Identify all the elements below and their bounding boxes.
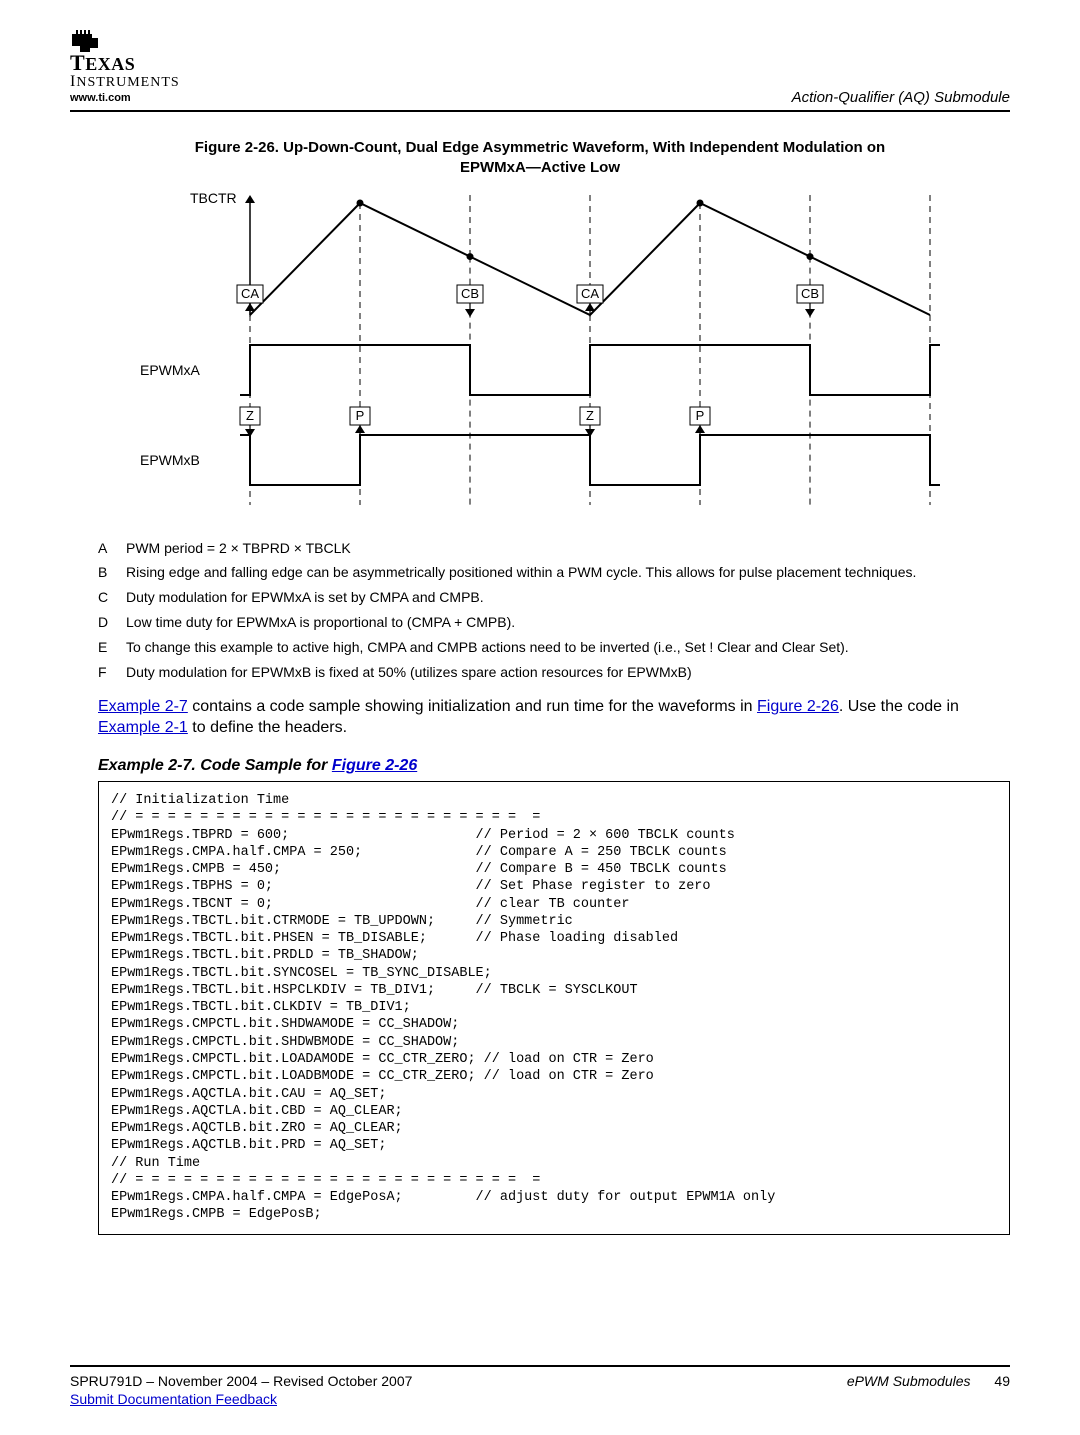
svg-text:CB: CB (461, 286, 479, 301)
figure-caption-line1: Figure 2-26. Up-Down-Count, Dual Edge As… (195, 139, 885, 156)
example-link[interactable]: Example 2-7 (98, 698, 188, 715)
note-tag: D (98, 613, 126, 632)
note-text: PWM period = 2 × TBPRD × TBCLK (126, 539, 351, 558)
figure-link[interactable]: Figure 2-26 (332, 757, 417, 774)
example-title-prefix: Example 2-7. Code Sample for (98, 757, 332, 774)
body-text-span: . Use the code in (839, 698, 959, 715)
example-link[interactable]: Example 2-1 (98, 719, 188, 736)
svg-text:CB: CB (801, 286, 819, 301)
note-tag: F (98, 663, 126, 682)
svg-text:P: P (696, 408, 705, 423)
brand-line2: INSTRUMENTS (70, 74, 180, 90)
body-text-span: to define the headers. (188, 719, 347, 736)
svg-text:EPWMxA: EPWMxA (140, 362, 201, 378)
header-rule (70, 110, 1010, 112)
brand-logo: TEXAS INSTRUMENTS www.ti.com (70, 28, 180, 104)
note-tag: B (98, 563, 126, 582)
note-text: Low time duty for EPWMxA is proportional… (126, 613, 515, 632)
svg-text:P: P (356, 408, 365, 423)
page: TEXAS INSTRUMENTS www.ti.com Action-Qual… (0, 0, 1080, 1435)
feedback-link[interactable]: Submit Documentation Feedback (70, 1391, 277, 1407)
note-text: Duty modulation for EPWMxA is set by CMP… (126, 588, 484, 607)
svg-text:CA: CA (581, 286, 599, 301)
body-text-span: contains a code sample showing initializ… (188, 698, 757, 715)
ti-chip-icon (70, 28, 180, 54)
code-listing: // Initialization Time // = = = = = = = … (98, 781, 1010, 1235)
section-title: Action-Qualifier (AQ) Submodule (792, 89, 1010, 106)
note-text: Duty modulation for EPWMxB is fixed at 5… (126, 663, 692, 682)
brand-url: www.ti.com (70, 92, 180, 104)
svg-text:TBCTR: TBCTR (190, 190, 237, 206)
example-title: Example 2-7. Code Sample for Figure 2-26 (98, 757, 1010, 775)
note-text: To change this example to active high, C… (126, 638, 849, 657)
timing-diagram: TBCTR EPWMxA EPWMxB CA CB CA CB Z P Z P (130, 185, 950, 525)
note-tag: C (98, 588, 126, 607)
footer-docid: SPRU791D – November 2004 – Revised Octob… (70, 1373, 412, 1389)
page-number: 49 (994, 1373, 1010, 1389)
figure-caption: Figure 2-26. Up-Down-Count, Dual Edge As… (70, 138, 1010, 179)
timing-diagram-svg: TBCTR EPWMxA EPWMxB CA CB CA CB Z P Z P (130, 185, 950, 520)
svg-text:EPWMxB: EPWMxB (140, 452, 200, 468)
page-header: TEXAS INSTRUMENTS www.ti.com Action-Qual… (70, 28, 1010, 110)
figure-link[interactable]: Figure 2-26 (757, 698, 839, 715)
figure-notes: APWM period = 2 × TBPRD × TBCLK BRising … (98, 539, 1010, 682)
footer-chapter: ePWM Submodules (847, 1373, 971, 1389)
page-footer: SPRU791D – November 2004 – Revised Octob… (70, 1365, 1010, 1407)
note-tag: A (98, 539, 126, 558)
note-tag: E (98, 638, 126, 657)
figure-caption-line2: EPWMxA—Active Low (460, 159, 620, 176)
svg-text:Z: Z (246, 408, 254, 423)
body-paragraph: Example 2-7 contains a code sample showi… (98, 696, 1010, 739)
brand-line1: TEXAS (70, 52, 180, 74)
note-text: Rising edge and falling edge can be asym… (126, 563, 916, 582)
svg-text:CA: CA (241, 286, 259, 301)
svg-text:Z: Z (586, 408, 594, 423)
